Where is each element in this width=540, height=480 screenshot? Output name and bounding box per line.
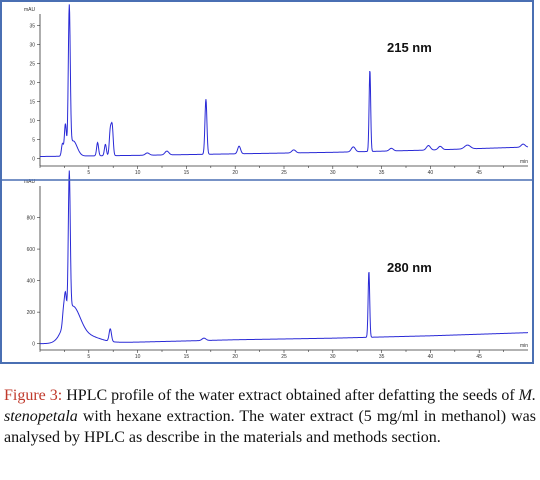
y-tick-label: 0 — [32, 156, 35, 162]
wavelength-label: 215 nm — [387, 40, 432, 55]
caption-text-2: with hexane extraction. The water extrac… — [4, 408, 536, 446]
y-tick-label: 25 — [29, 61, 35, 67]
x-tick-label: 30 — [330, 354, 336, 360]
x-unit-label: min — [520, 343, 528, 349]
caption-species-name: M. stenopetala — [4, 387, 536, 425]
y-tick-label: 200 — [27, 310, 36, 316]
chromatogram-280nm: mAU min 0 200 400 600 800 5 10 15 20 25 30 35 40 45 280 … — [24, 170, 529, 360]
y-tick-label: 15 — [29, 99, 35, 105]
x-tick-label: 10 — [135, 170, 141, 176]
x-tick-label: 15 — [184, 170, 190, 176]
caption-text-1: HPLC profile of the water extract obtain… — [62, 387, 519, 404]
chromatogram-trace — [40, 170, 529, 345]
x-unit-label: min — [520, 159, 528, 165]
figure-caption: Figure 3: HPLC profile of the water extr… — [4, 385, 536, 448]
wavelength-label: 280 nm — [387, 260, 432, 275]
x-tick-label: 25 — [281, 354, 287, 360]
chromatogram-trace — [40, 4, 529, 157]
y-tick-label: 0 — [32, 342, 35, 348]
y-tick-label: 10 — [29, 118, 35, 124]
y-tick-label: 30 — [29, 42, 35, 48]
y-tick-label: 35 — [29, 23, 35, 29]
x-tick-label: 20 — [232, 354, 238, 360]
x-tick-label: 10 — [135, 354, 141, 360]
caption-figure-label: Figure 3: — [4, 387, 63, 404]
y-tick-label: 20 — [29, 80, 35, 86]
x-tick-label: 30 — [330, 170, 336, 176]
x-tick-label: 35 — [379, 354, 385, 360]
x-tick-label: 15 — [184, 354, 190, 360]
x-tick-label: 45 — [476, 354, 482, 360]
y-tick-label: 800 — [27, 216, 36, 222]
x-tick-label: 45 — [476, 170, 482, 176]
y-tick-label: 5 — [32, 137, 35, 143]
y-unit-label: mAU — [24, 179, 36, 185]
figure-frame — [0, 0, 534, 364]
x-tick-label: 5 — [87, 170, 90, 176]
x-tick-label: 20 — [232, 170, 238, 176]
x-tick-label: 5 — [87, 354, 90, 360]
y-tick-label: 600 — [27, 247, 36, 253]
x-tick-label: 35 — [379, 170, 385, 176]
x-tick-label: 40 — [428, 354, 434, 360]
hplc-chromatograms: mAU min 0 5 10 15 20 25 30 35 5 10 15 20 25 30 35 40 45 215… — [2, 4, 532, 360]
y-unit-label: mAU — [24, 7, 36, 13]
x-tick-label: 40 — [428, 170, 434, 176]
y-tick-label: 400 — [27, 279, 36, 285]
chromatogram-215nm: mAU min 0 5 10 15 20 25 30 35 5 10 15 20 25 30 35 40 45 215… — [24, 4, 528, 176]
x-tick-label: 25 — [281, 170, 287, 176]
